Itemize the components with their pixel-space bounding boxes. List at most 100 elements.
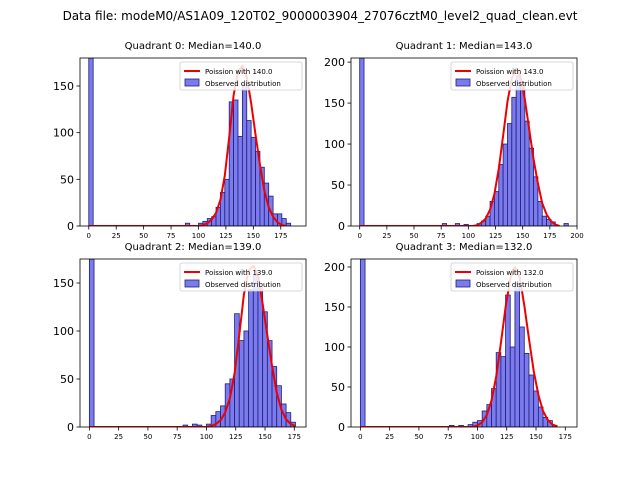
x-tick-label: 125 [500,433,513,441]
histogram-bar [257,287,264,427]
x-tick-label: 100 [462,232,475,240]
histogram-bar [233,99,239,226]
legend-box [179,262,303,292]
panel-title: Quadrant 1: Median=143.0 [396,41,533,52]
x-tick-label: 150 [516,232,529,240]
histogram-bar [237,135,243,226]
x-tick-label: 75 [437,232,446,240]
histogram-bar [241,83,248,226]
x-tick-label: 200 [570,232,583,240]
x-tick-label: 75 [444,433,453,441]
histogram-bar [519,326,525,427]
axes-frame [79,57,307,227]
histogram-bar [500,356,506,427]
x-tick-label: 100 [192,232,205,240]
figure-title: Data file: modeM0/AS1A09_120T02_90000039… [63,9,578,23]
histogram-bar [285,222,292,226]
x-tick-label: 50 [139,232,148,240]
y-tick-label: 200 [324,56,345,69]
x-tick-label: 50 [143,433,152,441]
x-tick-label: 25 [382,232,391,240]
legend-box [450,262,574,292]
histogram-bar [88,259,95,427]
x-tick-label: 50 [414,433,423,441]
quadrant-2-panel: Quadrant 2: Median=139.0 0 25 50 75 100 125 150… [53,242,307,441]
y-tick-label: 150 [53,277,74,290]
x-tick-label: 175 [559,433,572,441]
y-tick-label: 0 [338,220,345,233]
legend-box [450,61,574,91]
x-tick-label: 75 [167,232,176,240]
histogram-bar [509,346,516,427]
y-tick-label: 100 [53,325,74,338]
legend-label-observed: Observed distribution [476,281,552,289]
legend-box [179,61,303,91]
legend-label-poisson: Poission with 143.0 [476,68,544,76]
y-tick-label: 50 [60,373,74,386]
legend-label-poisson: Poission with 139.0 [205,269,273,277]
quadrant-3-panel: Quadrant 3: Median=132.0 0 25 50 75 100 125 150… [324,242,578,441]
histogram-bars [359,58,569,226]
histogram-bar [523,352,530,427]
y-tick-label: 50 [60,173,74,186]
histogram-bar [494,191,500,226]
x-tick-label: 25 [114,433,123,441]
y-tick-label: 50 [331,381,345,394]
panel-title: Quadrant 0: Median=140.0 [125,41,262,52]
x-tick-label: 0 [87,433,91,441]
histogram-bar [541,215,547,226]
x-tick-label: 150 [529,433,542,441]
y-tick-label: 150 [324,97,345,110]
histogram-bar [359,58,365,226]
panel-title: Quadrant 3: Median=132.0 [396,242,533,253]
y-tick-label: 0 [67,421,74,434]
x-tick-label: 175 [274,232,287,240]
x-tick-label: 125 [229,433,242,441]
histogram-bar [359,259,366,427]
y-tick-label: 100 [53,127,74,140]
x-tick-label: 25 [385,433,394,441]
legend-label-observed: Observed distribution [476,80,552,88]
histogram-bar [248,289,254,427]
histogram-bar [498,164,504,226]
legend-bar-swatch [184,78,200,87]
x-tick-label: 175 [288,433,301,441]
x-tick-label: 0 [358,433,362,441]
legend-bar-swatch [184,279,200,288]
x-tick-label: 150 [258,433,271,441]
legend-bar-swatch [455,78,471,87]
x-tick-label: 0 [87,232,91,240]
legend-label-poisson: Poission with 140.0 [205,68,273,76]
legend-label-observed: Observed distribution [205,281,281,289]
histogram-bar [514,282,521,427]
x-tick-label: 125 [489,232,502,240]
histogram-bar [505,294,511,427]
histogram-bars [359,259,558,427]
histogram-bar [238,340,245,427]
axes-frame [350,57,578,227]
histogram-bar [524,120,530,226]
histogram-bar [281,218,287,226]
y-tick-label: 0 [338,421,345,434]
histogram-bar [520,82,526,226]
histogram-bar [515,75,521,226]
histogram-bar [246,120,252,226]
panel-title: Quadrant 2: Median=139.0 [125,242,262,253]
x-tick-label: 100 [471,433,484,441]
x-tick-label: 0 [357,232,361,240]
histogram-bar [243,330,250,427]
histogram-bar [533,390,539,427]
y-tick-label: 100 [324,138,345,151]
x-tick-label: 75 [173,433,182,441]
x-tick-label: 125 [219,232,232,240]
y-tick-label: 150 [324,301,345,314]
legend-label-observed: Observed distribution [205,80,281,88]
legend-label-poisson: Poission with 132.0 [476,269,544,277]
y-tick-label: 200 [324,261,345,274]
y-tick-label: 150 [53,80,74,93]
y-tick-label: 100 [324,341,345,354]
histogram-bar [528,374,535,427]
legend-bar-swatch [455,279,471,288]
histogram-bar [511,96,517,226]
